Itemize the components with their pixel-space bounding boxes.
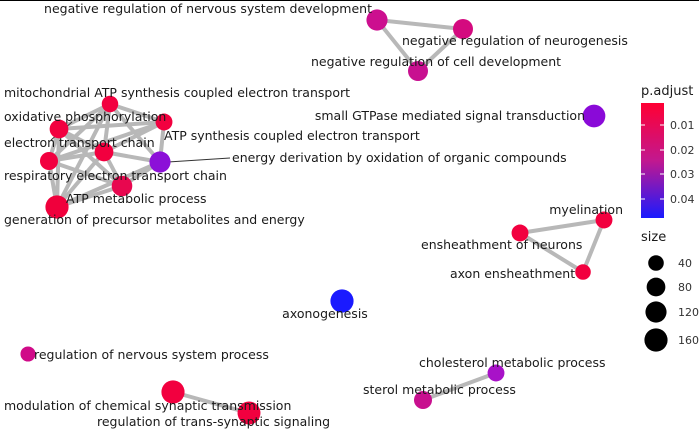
node-label-etc: electron transport chain: [4, 135, 155, 150]
node-gen-precursor[interactable]: [45, 195, 69, 219]
edge-oxphos-gen-precursor: [55, 127, 61, 209]
node-label-neg-nervous-dev: negative regulation of nervous system de…: [44, 1, 372, 16]
top-border: [0, 0, 699, 1]
node-atp-metabolic[interactable]: [111, 175, 133, 197]
node-ensheathment-neurons[interactable]: [511, 224, 529, 242]
edge-myelination-ensheathment-neurons: [518, 218, 606, 235]
node-energy-deriv[interactable]: [149, 151, 171, 173]
node-sterol-metabolic[interactable]: [413, 390, 433, 410]
label-leader-line: [167, 157, 231, 163]
size-key-label: 80: [678, 281, 692, 294]
size-legend-keys: 40 80 120 160: [644, 255, 699, 352]
node-label-ensheathment-neurons: ensheathment of neurons: [421, 237, 582, 252]
edge-neg-nervous-dev-neg-neurogenesis: [375, 18, 465, 31]
node-neg-cell-dev[interactable]: [408, 61, 428, 81]
legend: p.adjust 0.01 0.02 0.03 0.04 size 40 80 120 16…: [641, 84, 699, 352]
node-label-axonogenesis: axonogenesis: [282, 306, 368, 321]
node-label-mod-chem-syn: modulation of chemical synaptic transmis…: [4, 398, 291, 413]
node-label-reg-nervous-process: regulation of nervous system process: [34, 347, 269, 362]
node-label-neg-neurogenesis: negative regulation of neurogenesis: [402, 33, 628, 48]
node-label-small-gtpase: small GTPase mediated signal transductio…: [315, 108, 585, 123]
node-small-gtpase[interactable]: [582, 104, 606, 128]
node-label-atp-metabolic: ATP metabolic process: [66, 191, 207, 206]
edge-mod-chem-syn-reg-trans-syn: [171, 390, 251, 415]
edge-ensheathment-neurons-axon-ensheathment: [518, 231, 585, 274]
node-reg-trans-syn[interactable]: [237, 401, 261, 425]
node-axon-ensheathment[interactable]: [575, 264, 591, 280]
node-oxphos[interactable]: [49, 119, 69, 139]
color-tick-label: 0.03: [670, 168, 695, 181]
node-label-atp-synthesis: ATP synthesis coupled electron transport: [164, 128, 420, 143]
node-neg-neurogenesis[interactable]: [453, 19, 473, 39]
node-mod-chem-syn[interactable]: [161, 380, 185, 404]
size-key-dot: [646, 277, 666, 297]
size-key-label: 40: [678, 257, 692, 270]
node-label-axon-ensheathment: axon ensheathment: [450, 266, 575, 281]
edge-neg-nervous-dev-neg-cell-dev: [375, 18, 420, 73]
node-label-resp-etc: respiratory electron transport chain: [4, 168, 227, 183]
edge-myelination-axon-ensheathment: [581, 218, 606, 274]
edge-mito-atp-atp-synthesis: [108, 102, 166, 124]
color-legend-title: p.adjust: [641, 84, 693, 99]
node-mito-atp[interactable]: [101, 95, 119, 113]
size-key-label: 160: [678, 334, 699, 347]
node-cholesterol-metabolic[interactable]: [487, 364, 505, 382]
size-key-dot: [644, 328, 668, 352]
node-label-energy-deriv: energy derivation by oxidation of organi…: [232, 150, 567, 165]
edge-neg-neurogenesis-neg-cell-dev: [416, 27, 465, 73]
node-resp-etc[interactable]: [39, 151, 59, 171]
node-label-oxphos: oxidative phosphorylation: [4, 109, 166, 124]
node-label-neg-cell-dev: negative regulation of cell development: [311, 54, 561, 69]
size-key-dot: [645, 301, 667, 323]
edge-oxphos-atp-synthesis: [57, 120, 166, 131]
node-axonogenesis[interactable]: [330, 289, 354, 313]
edge-etc-gen-precursor: [55, 150, 106, 209]
nodes-layer: [20, 9, 613, 425]
edge-oxphos-atp-metabolic: [57, 127, 124, 188]
node-label-sterol-metabolic: sterol metabolic process: [363, 382, 516, 397]
node-myelination[interactable]: [595, 211, 613, 229]
labels-layer: negative regulation of nervous system de…: [4, 1, 628, 429]
edge-atp-synthesis-resp-etc: [47, 120, 166, 163]
node-atp-synthesis[interactable]: [155, 113, 173, 131]
node-label-cholesterol-metabolic: cholesterol metabolic process: [419, 355, 606, 370]
color-legend-ticks: 0.01 0.02 0.03 0.04: [641, 119, 695, 206]
size-key-dot: [648, 255, 664, 271]
node-label-reg-trans-syn: regulation of trans-synaptic signaling: [97, 414, 330, 429]
node-reg-nervous-process[interactable]: [20, 346, 36, 362]
edge-cholesterol-metabolic-sterol-metabolic: [421, 371, 498, 402]
color-legend-bar: [641, 103, 664, 218]
node-etc[interactable]: [94, 142, 114, 162]
edge-mito-atp-oxphos: [57, 102, 112, 131]
size-key-label: 120: [678, 306, 699, 319]
node-label-gen-precursor: generation of precursor metabolites and …: [4, 212, 305, 227]
size-legend-title: size: [641, 230, 666, 245]
color-tick-label: 0.02: [670, 144, 695, 157]
color-tick-label: 0.01: [670, 119, 695, 132]
node-label-mito-atp: mitochondrial ATP synthesis coupled elec…: [4, 85, 350, 100]
node-neg-nervous-dev[interactable]: [366, 9, 388, 31]
node-label-myelination: myelination: [549, 202, 623, 217]
color-tick-label: 0.04: [670, 193, 695, 206]
